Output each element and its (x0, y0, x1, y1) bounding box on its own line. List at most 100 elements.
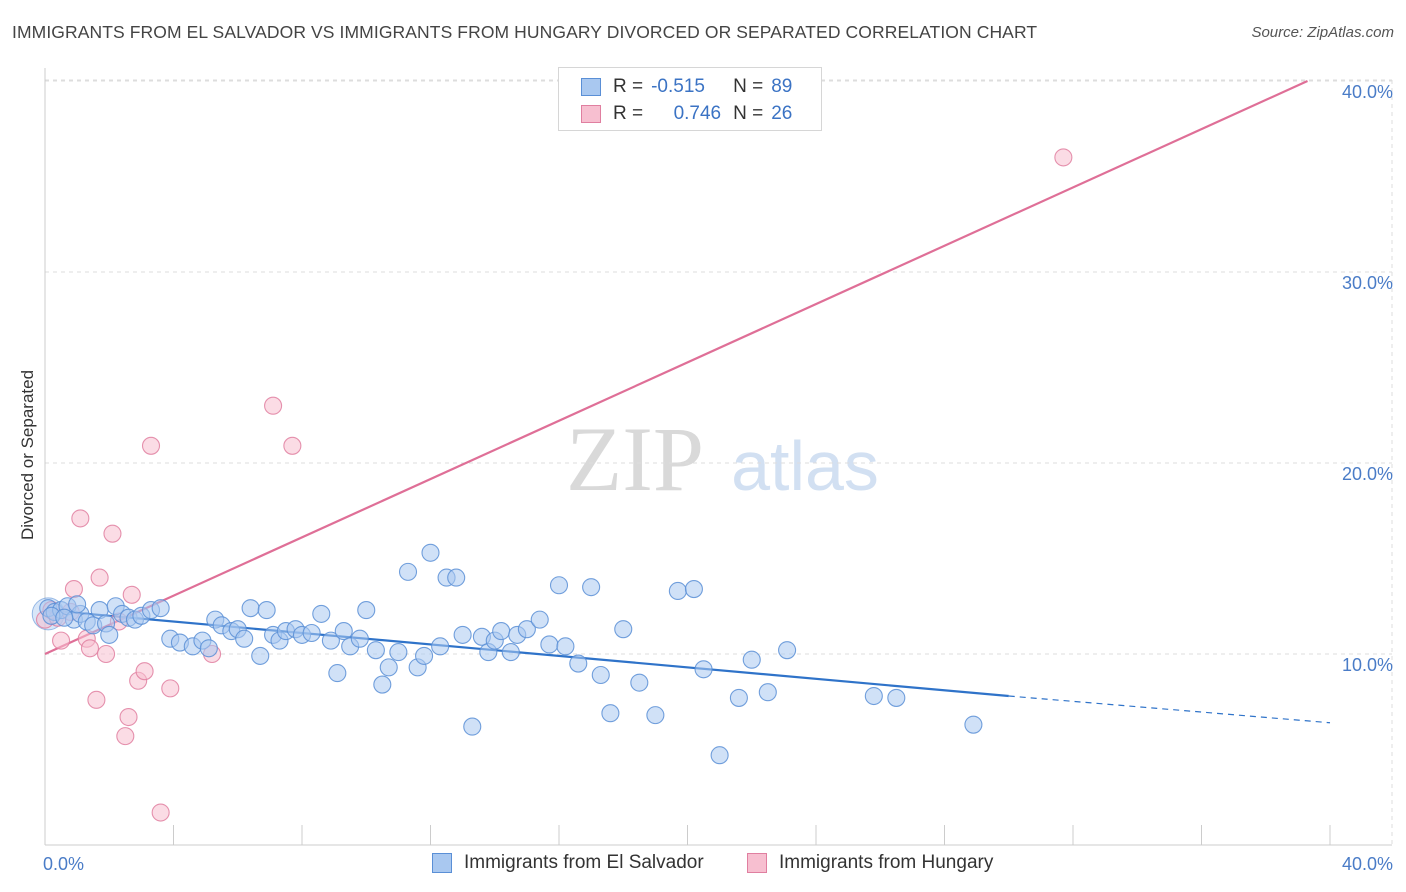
data-point-hungary (119, 707, 138, 727)
data-point-el-salvador (530, 610, 549, 629)
data-point-el-salvador (492, 622, 511, 641)
data-point-el-salvador (447, 568, 466, 587)
data-point-el-salvador (389, 643, 408, 662)
data-point-el-salvador (398, 562, 418, 581)
trend-line-el-salvador (44, 608, 1009, 698)
x-tick-label-end: 40.0% (1342, 854, 1393, 874)
data-point-el-salvador (694, 660, 713, 679)
data-point-el-salvador (453, 625, 472, 644)
data-point-el-salvador (540, 635, 559, 654)
watermark-zip: ZIP (566, 408, 704, 510)
data-point-hungary (103, 524, 122, 543)
tick-labels: 10.0% 20.0% 30.0% 40.0% 0.0% 40.0% (43, 82, 1393, 874)
chart-source: Source: ZipAtlas.com (1251, 24, 1394, 41)
legend-row-el-salvador: R = -0.515 N = 89 (581, 76, 792, 98)
data-point-el-salvador (199, 639, 218, 658)
series-legend-label: Immigrants from El Salvador (464, 852, 704, 873)
data-point-el-salvador (312, 604, 331, 623)
data-point-el-salvador (366, 641, 385, 660)
watermark: ZIP atlas (566, 408, 879, 510)
data-point-el-salvador (601, 704, 620, 723)
y-tick-label: 20.0% (1342, 464, 1393, 484)
data-point-hungary (87, 690, 106, 709)
data-point-hungary (90, 568, 109, 587)
data-point-hungary (151, 803, 170, 822)
data-point-el-salvador (415, 646, 434, 665)
data-point-el-salvador (100, 625, 119, 644)
data-point-hungary (264, 396, 283, 415)
data-point-el-salvador (373, 675, 392, 694)
data-point-el-salvador (55, 608, 74, 627)
y-tick-label: 40.0% (1342, 82, 1393, 102)
data-point-el-salvador (668, 581, 687, 601)
data-point-el-salvador (235, 629, 254, 648)
series-swatch-hungary (747, 853, 767, 873)
data-point-hungary (52, 631, 71, 650)
data-point-hungary (71, 509, 90, 528)
data-point-el-salvador (151, 599, 170, 618)
series-swatch-el-salvador (432, 853, 452, 873)
data-point-hungary (80, 639, 100, 658)
legend-n-value: 89 (771, 76, 793, 97)
legend-r-label: R = (613, 76, 644, 97)
data-point-el-salvador (257, 601, 276, 620)
watermark-atlas: atlas (731, 427, 879, 505)
data-point-hungary (96, 644, 116, 664)
legend-row-hungary: R = 0.746 N = 26 (581, 103, 792, 125)
data-point-el-salvador (334, 622, 353, 641)
data-point-el-salvador (556, 637, 575, 656)
data-point-el-salvador (431, 637, 450, 656)
axes (44, 68, 1392, 846)
trend-line-el-salvador-extension (1008, 695, 1331, 724)
data-point-hungary (283, 436, 302, 455)
data-point-hungary (122, 585, 141, 604)
data-point-hungary (135, 662, 154, 681)
data-point-el-salvador (742, 650, 761, 669)
data-point-hungary (161, 679, 180, 698)
data-point-el-salvador (758, 683, 777, 702)
data-point-el-salvador (964, 715, 983, 734)
data-point-el-salvador (864, 686, 883, 706)
data-point-el-salvador (241, 599, 260, 618)
data-point-el-salvador (517, 620, 536, 639)
data-point-el-salvador (778, 641, 797, 660)
data-point-el-salvador (549, 576, 569, 595)
data-point-el-salvador (463, 717, 482, 736)
series-legend-label: Immigrants from Hungary (779, 852, 994, 873)
legend-r-value: -0.515 (651, 76, 705, 97)
legend-r-value: 0.746 (673, 103, 722, 124)
data-point-el-salvador (729, 688, 748, 707)
data-point-el-salvador (350, 629, 369, 648)
data-point-el-salvador (302, 623, 321, 643)
data-point-el-salvador (887, 688, 906, 707)
trend-line-hungary (44, 79, 1308, 656)
series-legend-el-salvador: Immigrants from El Salvador (432, 852, 704, 874)
trend-lines (44, 79, 1331, 724)
data-point-el-salvador (321, 631, 340, 650)
data-point-el-salvador (569, 654, 588, 673)
data-point-el-salvador (251, 646, 270, 665)
data-point-hungary (1054, 148, 1073, 167)
legend-swatch-el-salvador (581, 78, 601, 96)
legend-r-label: R = (613, 103, 644, 124)
data-point-el-salvador (710, 746, 729, 765)
data-point-el-salvador (421, 543, 440, 562)
data-point-el-salvador (501, 643, 520, 662)
stats-legend: R = -0.515 N = 89 R = 0.746 N = 26 (558, 67, 822, 131)
chart-title: IMMIGRANTS FROM EL SALVADOR VS IMMIGRANT… (12, 22, 1038, 42)
legend-n-label: N = (733, 103, 764, 124)
data-point-el-salvador (646, 706, 665, 725)
data-point-el-salvador (328, 664, 347, 683)
data-points (31, 148, 1073, 822)
data-point-el-salvador (379, 658, 398, 677)
legend-swatch-hungary (581, 105, 601, 123)
data-point-hungary (64, 580, 83, 599)
data-point-hungary (116, 727, 135, 746)
data-point-el-salvador (591, 665, 610, 685)
data-point-el-salvador (630, 673, 649, 692)
series-legend: Immigrants from El Salvador Immigrants f… (0, 852, 1406, 876)
data-point-el-salvador (68, 595, 87, 614)
data-point-hungary (141, 436, 161, 455)
data-point-el-salvador (357, 601, 376, 620)
